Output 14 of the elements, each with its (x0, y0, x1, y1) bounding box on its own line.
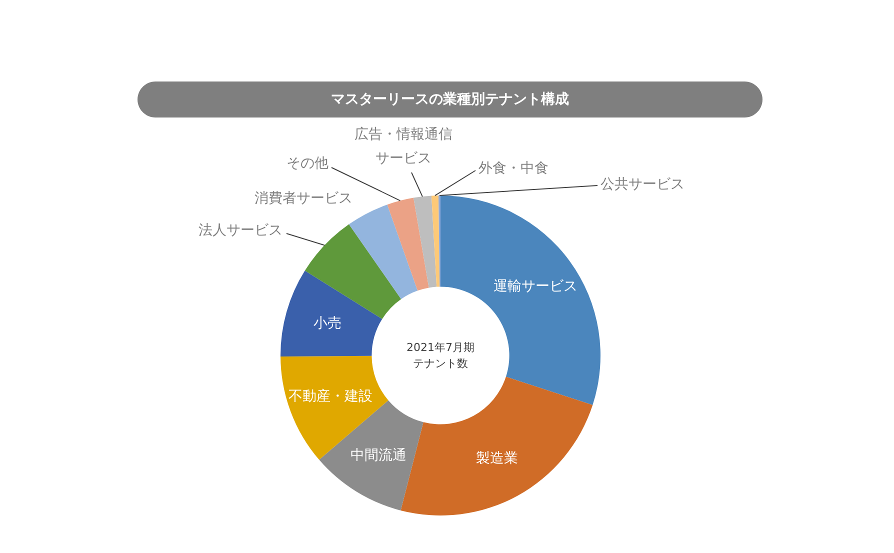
slice-label: 外食・中食 (478, 160, 548, 176)
slice-label: 不動産・建設 (288, 388, 372, 405)
text: テナント数 (413, 357, 468, 370)
slice-label: 消費者サービス (254, 190, 352, 206)
text: 2021年7月期 (406, 341, 475, 354)
slice-label: 運輸サービス (494, 278, 578, 294)
slice-label: その他 (286, 156, 328, 172)
slice-label: 中間流通 (350, 447, 406, 464)
slice-label: 公共サービス (600, 176, 684, 192)
slice-label: 法人サービス (198, 222, 282, 238)
slice-label: 製造業 (476, 450, 518, 467)
slice-label: 小売 (313, 315, 342, 332)
slice-label: 広告・情報通信サービス (354, 126, 452, 166)
chart-title: マスターリースの業種別テナント構成 (331, 92, 569, 108)
